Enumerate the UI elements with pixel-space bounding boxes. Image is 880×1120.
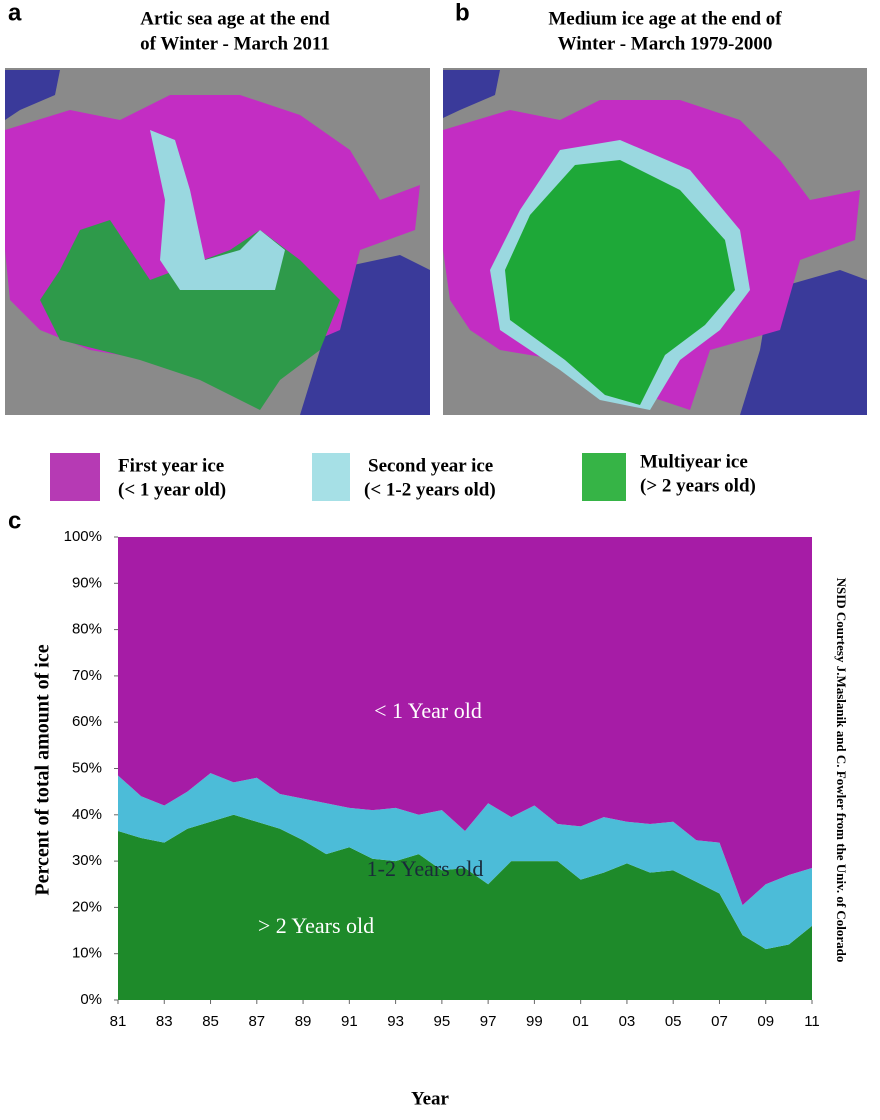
- annotation: 1-2 Years old: [367, 856, 484, 881]
- x-tick-label: 05: [665, 1013, 682, 1030]
- x-tick-label: 89: [295, 1013, 312, 1030]
- y-tick-label: 40%: [72, 806, 102, 823]
- y-tick-label: 70%: [72, 667, 102, 684]
- legend-label: Second year ice: [368, 455, 493, 476]
- y-tick-label: 60%: [72, 713, 102, 730]
- x-axis-label: Year: [411, 1088, 450, 1109]
- map-title: Medium ice age at the end of: [548, 8, 782, 29]
- map-title: Winter - March 1979-2000: [558, 33, 773, 54]
- map-title: of Winter - March 2011: [140, 33, 330, 54]
- y-tick-label: 10%: [72, 945, 102, 962]
- x-tick-label: 83: [156, 1013, 173, 1030]
- side-note: NSID Courtesy J.Maslanik and C. Fowler f…: [834, 578, 849, 963]
- panel-letter: a: [8, 0, 22, 26]
- annotation: > 2 Years old: [258, 913, 374, 938]
- legend-label: (< 1-2 years old): [364, 479, 496, 500]
- x-tick-label: 07: [711, 1013, 728, 1030]
- y-tick-label: 80%: [72, 621, 102, 638]
- legend-swatch: [582, 453, 626, 501]
- x-tick-label: 81: [110, 1013, 127, 1030]
- y-tick-label: 30%: [72, 852, 102, 869]
- x-tick-label: 93: [387, 1013, 404, 1030]
- map-b: [443, 68, 867, 415]
- legend-swatch: [312, 453, 350, 501]
- legend-label: Multiyear ice: [640, 451, 748, 472]
- x-tick-label: 91: [341, 1013, 358, 1030]
- x-tick-label: 85: [202, 1013, 219, 1030]
- y-tick-label: 50%: [72, 759, 102, 776]
- x-tick-label: 01: [572, 1013, 589, 1030]
- legend-label: (< 1 year old): [118, 479, 226, 500]
- y-axis-label: Percent of total amount of ice: [32, 644, 54, 895]
- figure: a b Artic sea age at the end of Winter -…: [0, 0, 880, 1120]
- panel-letter: b: [455, 0, 470, 26]
- panel-letter: c: [8, 507, 21, 534]
- y-tick-label: 0%: [80, 991, 102, 1008]
- y-tick-label: 100%: [64, 528, 102, 545]
- x-tick-label: 87: [248, 1013, 265, 1030]
- map-title: Artic sea age at the end: [140, 8, 330, 29]
- y-tick-label: 90%: [72, 574, 102, 591]
- x-tick-label: 03: [619, 1013, 636, 1030]
- legend-label: (> 2 years old): [640, 475, 756, 496]
- x-tick-label: 97: [480, 1013, 497, 1030]
- x-tick-label: 99: [526, 1013, 543, 1030]
- y-tick-label: 20%: [72, 898, 102, 915]
- annotation: < 1 Year old: [374, 698, 482, 723]
- map-a: [5, 68, 430, 415]
- x-tick-label: 95: [434, 1013, 451, 1030]
- legend-label: First year ice: [118, 455, 224, 476]
- x-tick-label: 09: [757, 1013, 774, 1030]
- x-tick-label: 11: [804, 1013, 820, 1030]
- legend-swatch: [50, 453, 100, 501]
